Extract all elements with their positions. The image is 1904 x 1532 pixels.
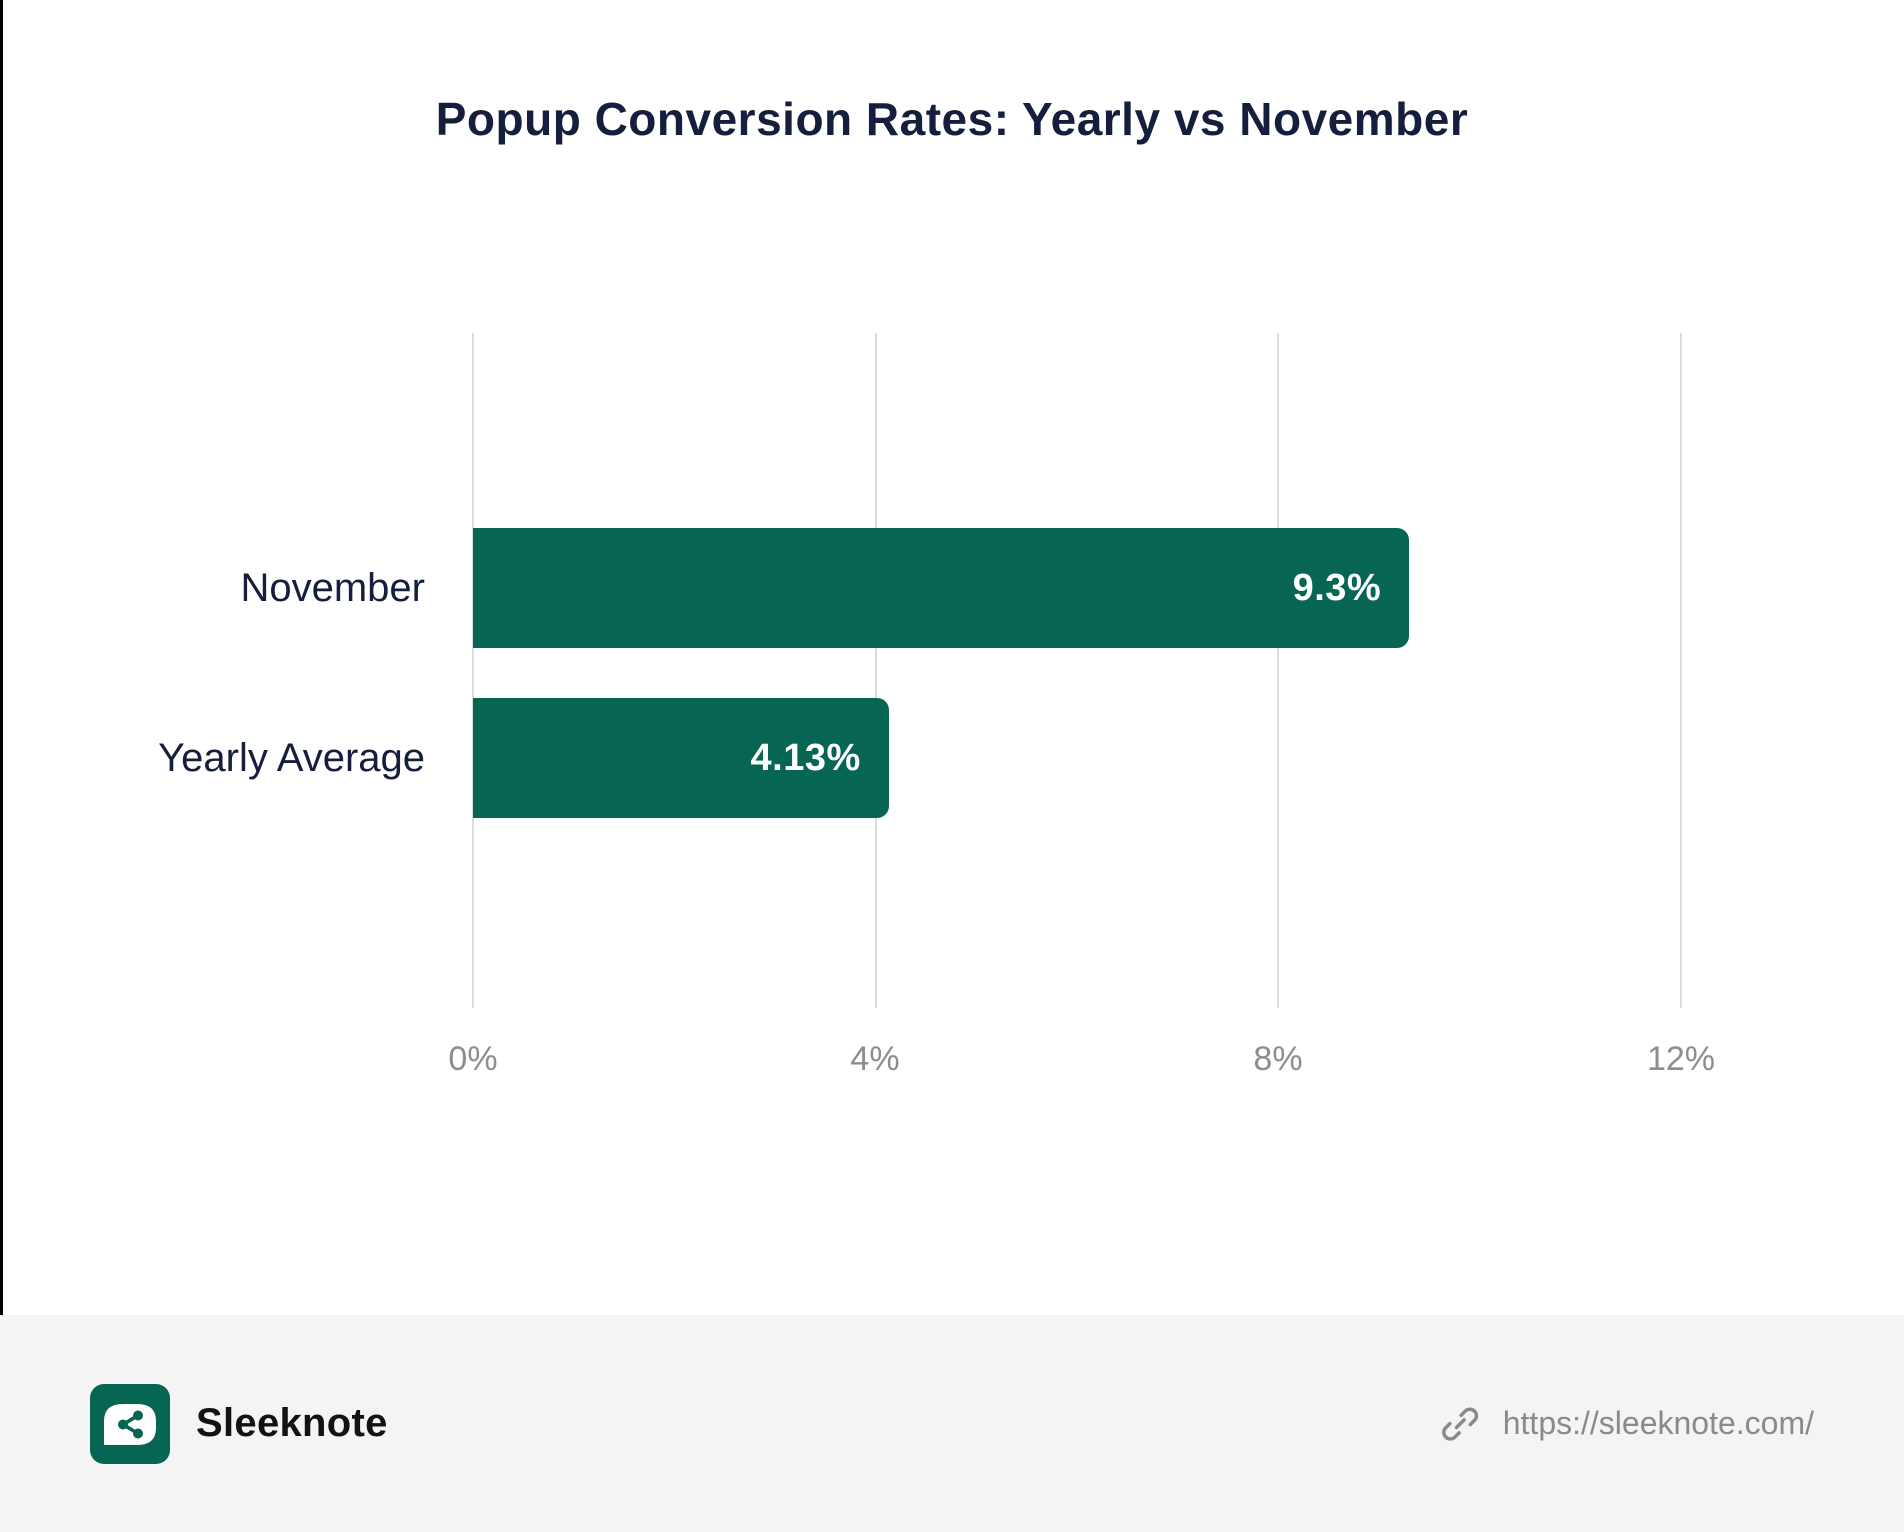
gridline-4pct <box>874 333 877 1008</box>
brand-lockup: Sleeknote <box>90 1383 388 1464</box>
chart-title: Popup Conversion Rates: Yearly vs Novemb… <box>435 93 1469 145</box>
category-label-yearly-average: Yearly Average <box>158 735 425 780</box>
x-axis-tick-3: 12% <box>1646 1040 1716 1078</box>
plot-area: 9.3% 4.13% <box>472 333 1682 1008</box>
category-label-november: November <box>240 565 425 610</box>
bar-value-label-yearly-average: 4.13% <box>750 736 861 779</box>
bar-yearly-average: 4.13% <box>473 698 889 818</box>
gridline-12pct <box>1680 333 1682 1008</box>
bar-value-label-november: 9.3% <box>1292 566 1382 609</box>
source-link: https://sleeknote.com/ <box>1439 1403 1814 1445</box>
footer-url: https://sleeknote.com/ <box>1502 1405 1814 1441</box>
brand-name: Sleeknote <box>196 1401 388 1445</box>
bar-november: 9.3% <box>473 528 1410 648</box>
sleeknote-logo-icon <box>90 1383 170 1464</box>
chain-link-icon <box>1441 1407 1478 1441</box>
gridline-0pct <box>472 333 474 1008</box>
x-axis-tick-2: 8% <box>1253 1040 1303 1078</box>
x-axis-tick-0: 0% <box>448 1040 498 1078</box>
gridline-8pct <box>1277 333 1280 1008</box>
left-edge-border <box>0 0 3 1315</box>
x-axis-tick-1: 4% <box>850 1040 900 1078</box>
footer-bar: Sleeknote https://sleeknote.com/ <box>0 1315 1904 1532</box>
